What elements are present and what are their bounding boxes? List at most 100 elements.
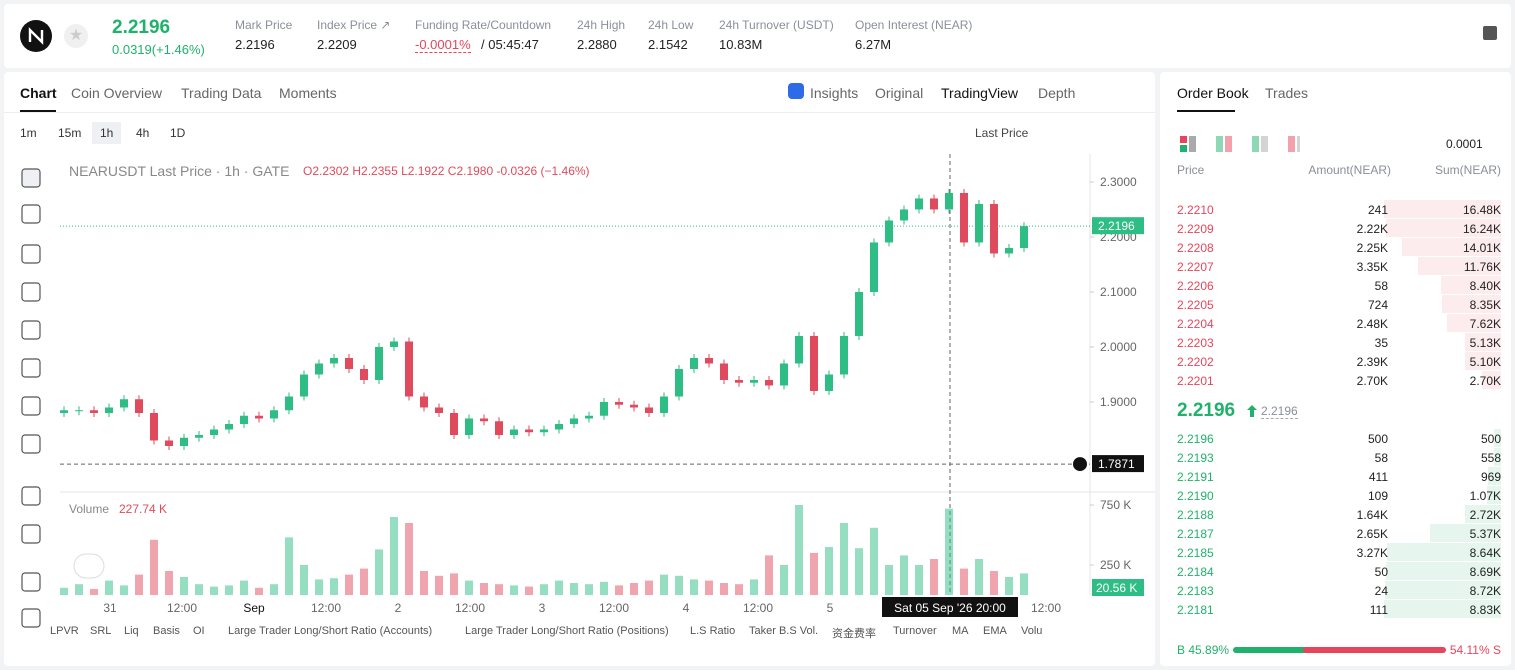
interval[interactable]: 1h — [92, 122, 122, 144]
indicator[interactable]: MA — [952, 625, 969, 637]
ob-sum: 7.62K — [1469, 317, 1501, 331]
volume-bar — [585, 584, 593, 595]
view-tab[interactable]: Depth — [1038, 85, 1076, 101]
ob-price[interactable]: 2.2196 — [1177, 432, 1214, 446]
view-tab[interactable]: Insights — [810, 85, 859, 101]
depth-bar — [1464, 352, 1501, 370]
tab[interactable]: Chart — [20, 85, 57, 101]
candle — [180, 437, 188, 446]
indicator[interactable]: Basis — [153, 625, 180, 637]
ob-price[interactable]: 2.2204 — [1177, 317, 1214, 331]
volume-bar — [960, 568, 968, 595]
stat-value: 2.2880 — [577, 37, 617, 52]
order-book: Order Book Trades 0.0001 Price Amount(NEAR) S… — [1160, 72, 1511, 666]
candle — [165, 440, 173, 446]
ob-price[interactable]: 2.2188 — [1177, 508, 1214, 522]
candle — [705, 357, 713, 364]
depth-bar — [1401, 238, 1501, 256]
ob-price[interactable]: 2.2184 — [1177, 565, 1214, 579]
indicator[interactable]: 资金费率 — [832, 628, 876, 640]
ob-price[interactable]: 2.2202 — [1177, 355, 1214, 369]
ob-price[interactable]: 2.2183 — [1177, 584, 1214, 598]
depth-bar — [1385, 219, 1501, 237]
volume-bar — [840, 523, 848, 595]
ob-sum: 16.24K — [1462, 222, 1501, 236]
ob-price[interactable]: 2.2181 — [1177, 603, 1214, 617]
depth-bar — [1385, 581, 1501, 599]
ob-price[interactable]: 2.2207 — [1177, 260, 1214, 274]
candle — [900, 209, 908, 221]
interval[interactable]: 1m — [20, 126, 37, 140]
y-tick-label: 2.3000 — [1100, 175, 1137, 189]
volume-last: 227.74 K — [119, 502, 167, 516]
ob-price[interactable]: 2.2208 — [1177, 241, 1214, 255]
volume-bar — [705, 580, 713, 595]
ob-price[interactable]: 2.2191 — [1177, 470, 1214, 484]
indicator[interactable]: L.S Ratio — [690, 625, 736, 637]
indicator[interactable]: EMA — [983, 625, 1007, 637]
candle — [90, 410, 98, 413]
ob-amount: 2.25K — [1356, 241, 1388, 255]
tab[interactable]: Trading Data — [181, 85, 262, 101]
indicator[interactable]: Liq — [124, 625, 139, 637]
tab[interactable]: Moments — [279, 85, 337, 101]
volume-bar — [120, 585, 128, 595]
interval[interactable]: 1D — [170, 126, 186, 140]
candle — [810, 335, 818, 391]
stat-value: 10.83M — [719, 37, 763, 52]
ob-tab[interactable]: Order Book — [1177, 85, 1249, 101]
volume-bar — [135, 574, 143, 595]
indicator[interactable]: Large Trader Long/Short Ratio (Positions… — [465, 625, 669, 637]
x-tick-label: 12:00 — [1031, 601, 1061, 615]
indicator[interactable]: Turnover — [893, 625, 937, 637]
ob-price[interactable]: 2.2205 — [1177, 298, 1214, 312]
ob-price[interactable]: 2.2206 — [1177, 279, 1214, 293]
notes-icon[interactable] — [1483, 26, 1497, 40]
ob-sum: 8.72K — [1469, 584, 1501, 598]
ob-price[interactable]: 2.2201 — [1177, 374, 1214, 388]
tab[interactable]: Coin Overview — [71, 85, 163, 101]
candle — [885, 220, 893, 243]
ob-sum: 14.01K — [1462, 241, 1501, 255]
indicator[interactable]: OI — [193, 625, 205, 637]
candle — [240, 415, 248, 424]
ob-price[interactable]: 2.2185 — [1177, 546, 1214, 560]
interval[interactable]: 15m — [58, 126, 82, 140]
depth-bar — [1494, 429, 1501, 447]
v-tick-label: 750 K — [1100, 498, 1131, 512]
x-tick-label: 2 — [395, 601, 402, 615]
view-tab[interactable]: TradingView — [941, 85, 1019, 101]
candle — [435, 407, 443, 413]
indicator[interactable]: LPVR — [50, 625, 79, 637]
depth-bar — [1464, 333, 1501, 351]
candle — [660, 396, 668, 413]
interval[interactable]: 4h — [136, 126, 150, 140]
ob-price[interactable]: 2.2193 — [1177, 451, 1214, 465]
layout-icons[interactable] — [1180, 136, 1300, 157]
ob-sum: 8.35K — [1469, 298, 1501, 312]
ob-price[interactable]: 2.2210 — [1177, 203, 1214, 217]
favorite[interactable]: ★ — [64, 24, 88, 48]
indicator[interactable]: Large Trader Long/Short Ratio (Accounts) — [228, 625, 433, 637]
precision[interactable]: 0.0001 — [1446, 137, 1483, 151]
last-price-label: 2.2196 — [1098, 219, 1135, 233]
header: ★ 2.2196 0.0319(+1.46%) Mark Price 2.2196… — [4, 4, 1511, 68]
indicator[interactable]: Taker B.S Vol. — [749, 625, 819, 637]
volume-bar — [465, 580, 473, 595]
ob-price[interactable]: 2.2187 — [1177, 527, 1214, 541]
volume-tag — [1092, 579, 1144, 596]
indicator[interactable]: SRL — [90, 625, 112, 637]
ob-price[interactable]: 2.2190 — [1177, 489, 1214, 503]
indicator[interactable]: Volu — [1021, 625, 1043, 637]
ob-sum: 5.10K — [1469, 355, 1501, 369]
x-tick-label: 5 — [827, 601, 834, 615]
ob-price[interactable]: 2.2203 — [1177, 336, 1214, 350]
candle — [420, 396, 428, 408]
view-tab[interactable]: Original — [875, 85, 924, 101]
buy-bar — [1233, 647, 1354, 653]
price-type[interactable]: Last Price — [975, 126, 1029, 140]
ob-tab[interactable]: Trades — [1265, 85, 1309, 101]
v-tick-label: 250 K — [1100, 558, 1131, 572]
candle — [360, 368, 368, 380]
ob-price[interactable]: 2.2209 — [1177, 222, 1214, 236]
